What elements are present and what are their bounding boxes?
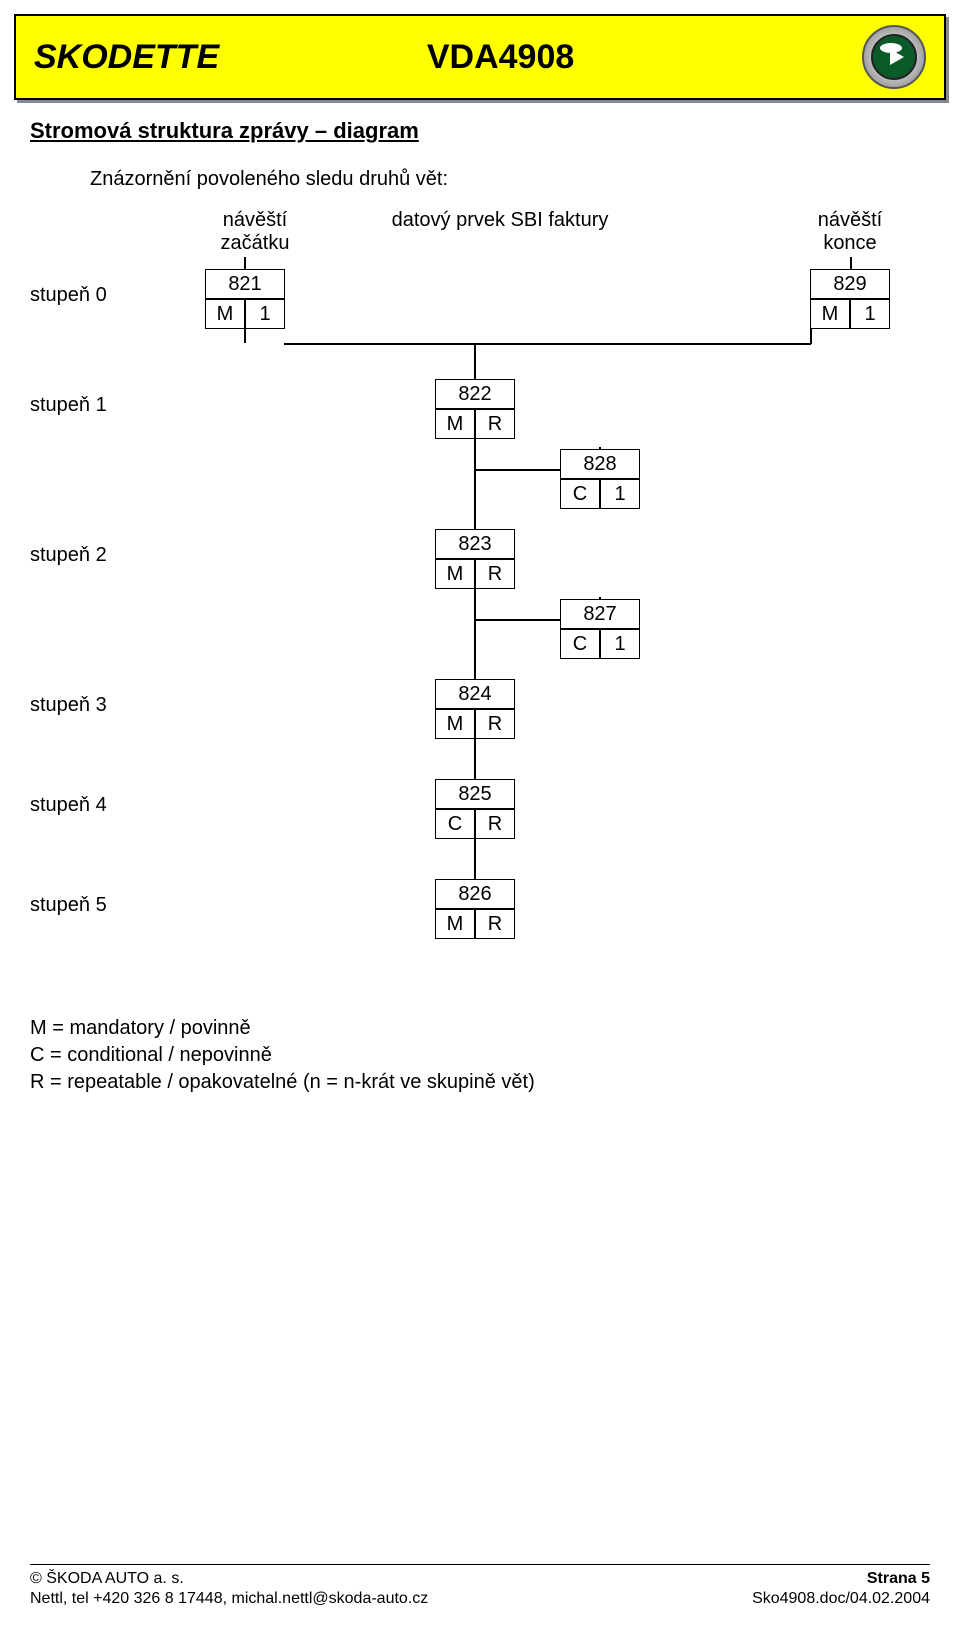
node-826-cells: M R [435, 909, 515, 939]
node-828-cells: C 1 [560, 479, 640, 509]
legend: M = mandatory / povinně C = conditional … [30, 1015, 930, 1096]
connector [474, 343, 476, 379]
node-826-b: R [475, 909, 515, 939]
connector [474, 589, 476, 679]
node-828-b: 1 [600, 479, 640, 509]
node-824-cells: M R [435, 709, 515, 739]
page-footer: © ŠKODA AUTO a. s. Nettl, tel +420 326 8… [30, 1564, 930, 1609]
col-end-l1: návěští [818, 209, 882, 231]
skoda-logo [862, 25, 926, 89]
node-829-b: 1 [850, 299, 890, 329]
node-823-num: 823 [458, 533, 491, 556]
footer-left: © ŠKODA AUTO a. s. Nettl, tel +420 326 8… [30, 1569, 428, 1609]
node-827-b: 1 [600, 629, 640, 659]
legend-line-3: R = repeatable / opakovatelné (n = n-krá… [30, 1069, 930, 1096]
row-label-4: stupeň 4 [30, 794, 107, 817]
row-label-2: stupeň 2 [30, 544, 107, 567]
node-829-a: M [810, 299, 850, 329]
node-821-b: 1 [245, 299, 285, 329]
node-823-cells: M R [435, 559, 515, 589]
node-824-a: M [435, 709, 475, 739]
node-823: 823 [435, 529, 515, 559]
node-824: 824 [435, 679, 515, 709]
col-start-l1: návěští [223, 209, 287, 231]
node-824-num: 824 [458, 683, 491, 706]
node-822-num: 822 [458, 383, 491, 406]
node-825-num: 825 [458, 783, 491, 806]
connector [244, 329, 246, 343]
node-823-a: M [435, 559, 475, 589]
col-start-l2: začátku [221, 232, 290, 254]
node-827-num: 827 [583, 603, 616, 626]
subtitle: Znázornění povoleného sledu druhů vět: [90, 168, 930, 191]
node-826: 826 [435, 879, 515, 909]
node-822-a: M [435, 409, 475, 439]
row-label-0: stupeň 0 [30, 284, 107, 307]
logo-inner [871, 34, 917, 80]
node-828-num: 828 [583, 453, 616, 476]
node-827: 827 [560, 599, 640, 629]
node-827-a: C [560, 629, 600, 659]
node-828: 828 [560, 449, 640, 479]
connector [850, 257, 852, 269]
node-827-cells: C 1 [560, 629, 640, 659]
node-829-cells: M 1 [810, 299, 890, 329]
node-825-a: C [435, 809, 475, 839]
section-title: Stromová struktura zprávy – diagram [30, 118, 930, 144]
connector [244, 257, 246, 269]
node-826-a: M [435, 909, 475, 939]
col-mid-l1: datový prvek SBI faktury [392, 209, 609, 231]
brand-name: SKODETTE [34, 38, 219, 77]
row-label-5: stupeň 5 [30, 894, 107, 917]
node-825: 825 [435, 779, 515, 809]
row-label-1: stupeň 1 [30, 394, 107, 417]
footer-copyright: © ŠKODA AUTO a. s. [30, 1569, 428, 1589]
connector [474, 739, 476, 779]
legend-line-2: C = conditional / nepovinně [30, 1042, 930, 1069]
node-823-b: R [475, 559, 515, 589]
footer-doc: Sko4908.doc/04.02.2004 [752, 1589, 930, 1609]
node-821: 821 [205, 269, 285, 299]
footer-right: Strana 5 Sko4908.doc/04.02.2004 [752, 1569, 930, 1609]
col-end-l2: konce [823, 232, 876, 254]
node-821-cells: M 1 [205, 299, 285, 329]
node-828-a: C [560, 479, 600, 509]
logo-ring [862, 25, 926, 89]
node-829-num: 829 [833, 273, 866, 296]
tree-diagram: návěští začátku datový prvek SBI faktury… [30, 209, 930, 979]
col-header-start: návěští začátku [205, 209, 305, 255]
doc-code: VDA4908 [427, 38, 574, 77]
arrow-icon [890, 49, 904, 65]
footer-contact: Nettl, tel +420 326 8 17448, michal.nett… [30, 1589, 428, 1609]
connector [474, 439, 476, 529]
connector [810, 329, 812, 344]
row-label-3: stupeň 3 [30, 694, 107, 717]
node-829: 829 [810, 269, 890, 299]
node-825-cells: C R [435, 809, 515, 839]
footer-page: Strana 5 [752, 1569, 930, 1589]
node-826-num: 826 [458, 883, 491, 906]
header-banner: SKODETTE VDA4908 [14, 14, 946, 100]
node-824-b: R [475, 709, 515, 739]
connector [474, 839, 476, 879]
col-header-mid: datový prvek SBI faktury [370, 209, 630, 232]
col-header-end: návěští konce [800, 209, 900, 255]
node-821-num: 821 [228, 273, 261, 296]
node-821-a: M [205, 299, 245, 329]
connector [284, 343, 811, 345]
node-822-cells: M R [435, 409, 515, 439]
node-825-b: R [475, 809, 515, 839]
node-822-b: R [475, 409, 515, 439]
legend-line-1: M = mandatory / povinně [30, 1015, 930, 1042]
node-822: 822 [435, 379, 515, 409]
